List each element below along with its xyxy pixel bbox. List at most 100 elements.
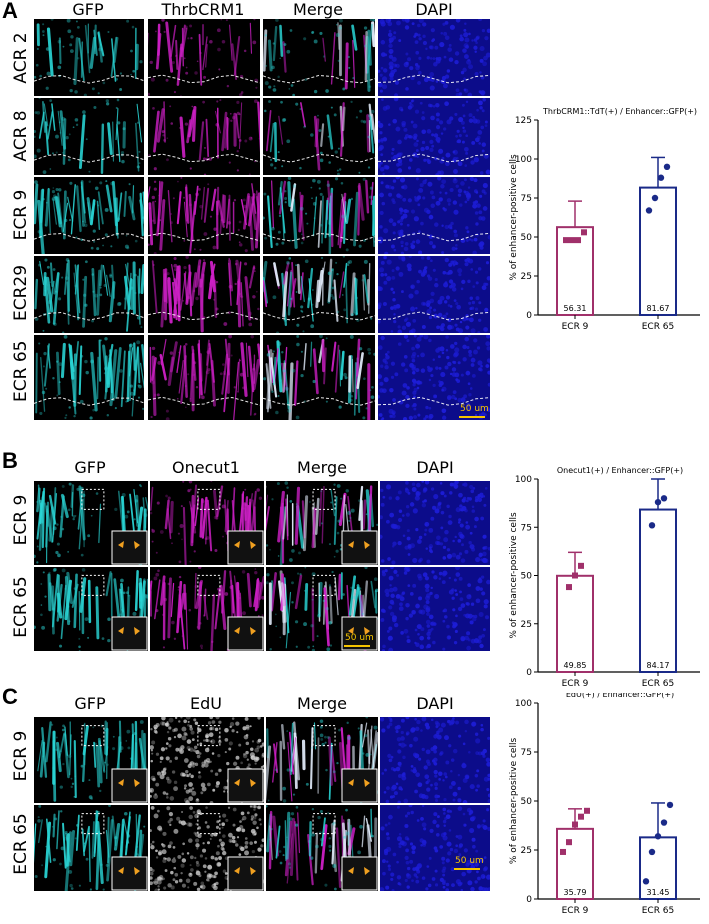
y-tick-label: 25 [521, 620, 532, 630]
micrograph-merge [263, 177, 375, 254]
panel-label-c: C [2, 684, 18, 709]
data-point [584, 807, 590, 814]
panel-b-col-merge: Merge [297, 458, 347, 477]
x-tick-label: ECR 9 [562, 322, 589, 332]
panel-a-row-label: ECR 9 [11, 189, 31, 241]
micrograph-edu [150, 805, 264, 891]
panel-a-row-label: ECR29 [11, 264, 31, 322]
y-tick-label: 50 [521, 797, 533, 807]
micrograph-magenta [148, 177, 260, 254]
panel-a-col-thrbcrm1: ThrbCRM1 [161, 0, 245, 19]
y-tick-label: 75 [521, 194, 532, 204]
bar-value-label: 49.85 [564, 661, 587, 670]
micrograph-merge [266, 717, 378, 803]
chart-onecut1: Onecut1(+) / Enhancer::GFP(+)0 25 50 75 100%… [509, 466, 700, 689]
micrograph-gfp [34, 481, 148, 565]
bar-ecr-9 [556, 574, 594, 673]
y-tick-label: 25 [521, 272, 532, 282]
micrograph-dapi [378, 19, 490, 96]
panel-c-scale-bar [454, 868, 480, 870]
panel-label-a: A [2, 0, 18, 23]
micrograph-dapi [380, 567, 490, 651]
y-tick-label: 0 [526, 668, 532, 678]
data-point [660, 819, 668, 826]
micrograph-magenta [148, 98, 260, 175]
panel-c-scale-bar-label: 50 um [455, 856, 484, 866]
bar-value-label: 84.17 [647, 661, 670, 670]
panel-a-row-label: ACR 8 [11, 110, 31, 162]
micrograph-merge [266, 481, 378, 565]
y-tick-label: 75 [521, 748, 532, 758]
micrograph-gfp [34, 177, 144, 254]
micrograph-gfp [34, 717, 148, 803]
panel-a-row-label: ECR 65 [11, 340, 31, 402]
data-point [648, 848, 656, 856]
panel-a-col-merge: Merge [293, 0, 343, 19]
data-point [566, 584, 572, 591]
micrograph-dapi [380, 481, 490, 565]
micrograph-gfp [34, 98, 144, 175]
data-point [563, 237, 569, 244]
y-axis-label: % of enhancer-positive cells [509, 154, 519, 281]
chart-title: EdU(+) / Enhancer::GFP(+) [566, 693, 674, 699]
panel-c-row-label: ECR 9 [11, 730, 31, 782]
data-point [645, 207, 653, 214]
micrograph-gfp [34, 335, 144, 420]
micrograph-gfp [34, 567, 148, 651]
panel-b-col-onecut1: Onecut1 [172, 458, 240, 477]
data-point [572, 572, 578, 579]
data-point [657, 174, 665, 181]
data-point [569, 237, 575, 244]
data-point [566, 839, 572, 846]
chart-title: Onecut1(+) / Enhancer::GFP(+) [557, 466, 683, 475]
panel-a-scale-bar-label: 50 um [460, 404, 489, 414]
data-point [648, 522, 656, 529]
micrograph-merge [266, 805, 378, 891]
x-tick-label: ECR 9 [562, 679, 589, 689]
y-tick-label: 0 [526, 311, 532, 321]
micrograph-gfp [34, 805, 148, 891]
y-tick-label: 100 [515, 699, 532, 709]
panel-b-scale-bar [344, 645, 370, 647]
panel-b-row-label: ECR 65 [11, 576, 31, 638]
chart-title: ThrbCRM1::TdT(+) / Enhancer::GFP(+) [542, 107, 697, 116]
micrograph-dapi [380, 805, 490, 891]
x-tick-label: ECR 9 [562, 906, 589, 916]
micrograph-magenta [148, 19, 260, 96]
bar-value-label: 81.67 [647, 304, 670, 313]
micrograph-dapi [378, 256, 490, 333]
chart-edu: EdU(+) / Enhancer::GFP(+)0 25 50 75 100% of … [509, 693, 700, 916]
y-tick-label: 50 [521, 233, 533, 243]
micrograph-merge [263, 335, 375, 420]
panel-c-row-label: ECR 65 [11, 813, 31, 875]
data-point [578, 813, 584, 820]
micrograph-merge [266, 567, 378, 651]
panel-c-col-dapi: DAPI [416, 694, 454, 713]
micrograph-dapi [378, 98, 490, 175]
x-tick-label: ECR 65 [642, 322, 675, 332]
micrograph-magenta [150, 481, 264, 565]
panel-b-row-label: ECR 9 [11, 494, 31, 546]
bar-ecr-65 [639, 508, 677, 674]
micrograph-gfp [34, 19, 144, 96]
panel-a-col-dapi: DAPI [415, 0, 453, 19]
y-tick-label: 75 [521, 523, 532, 533]
panel-b-col-gfp: GFP [74, 458, 106, 477]
bar-value-label: 31.45 [647, 888, 670, 897]
micrograph-magenta [150, 567, 264, 651]
micrograph-merge [263, 98, 375, 175]
micrograph-gfp [34, 256, 144, 333]
data-point [560, 848, 566, 855]
micrograph-dapi [380, 717, 490, 803]
data-point [666, 801, 674, 809]
panel-a-col-gfp: GFP [72, 0, 104, 19]
data-point [578, 562, 584, 569]
panel-b-scale-bar-label: 50 um [345, 633, 374, 643]
y-tick-label: 100 [515, 475, 532, 485]
y-tick-label: 50 [521, 572, 533, 582]
y-axis-label: % of enhancer-positive cells [509, 512, 519, 639]
bar-value-label: 56.31 [564, 304, 587, 313]
data-point [660, 495, 668, 502]
panel-c-col-merge: Merge [297, 694, 347, 713]
x-tick-label: ECR 65 [642, 906, 675, 916]
